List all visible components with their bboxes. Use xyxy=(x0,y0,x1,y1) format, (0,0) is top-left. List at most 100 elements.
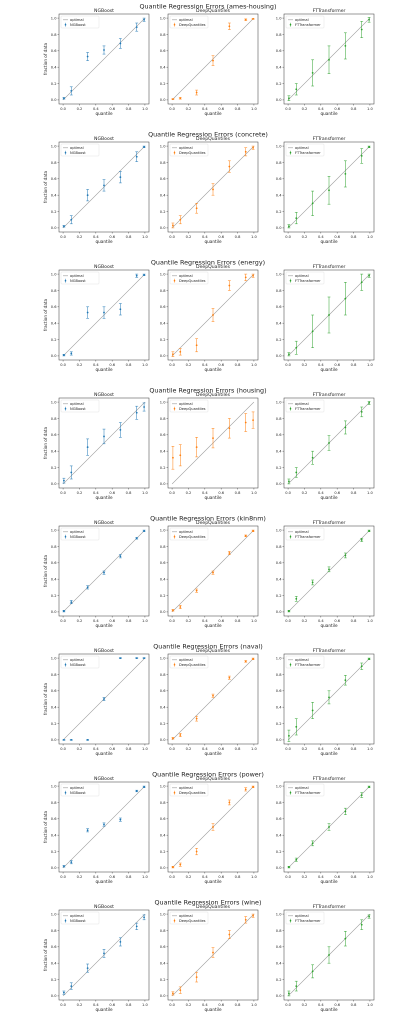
legend-label-series: FTTransformer xyxy=(295,151,321,155)
data-point xyxy=(288,866,290,868)
y-tick-label: 0.2 xyxy=(51,466,57,470)
x-tick-label: 1.0 xyxy=(367,1003,373,1007)
x-tick-label: 0.8 xyxy=(351,363,357,367)
data-point xyxy=(70,352,73,355)
x-tick-label: 0.0 xyxy=(169,619,175,623)
data-point xyxy=(228,676,231,679)
x-tick-label: 0.4 xyxy=(318,491,324,495)
legend-label-optimal: optimal xyxy=(295,658,309,662)
data-point xyxy=(244,276,247,279)
y-tick-label: 0.4 xyxy=(51,321,57,325)
x-tick-label: 1.0 xyxy=(142,491,148,495)
x-tick-label: 0.2 xyxy=(77,875,83,879)
legend-series-marker xyxy=(289,535,292,538)
y-tick-label: 0.2 xyxy=(51,594,57,598)
x-tick-label: 1.0 xyxy=(251,363,257,367)
legend-box xyxy=(285,15,325,29)
data-point xyxy=(228,284,231,287)
data-point xyxy=(195,717,198,720)
y-tick-label: 0.0 xyxy=(51,482,57,486)
data-point xyxy=(179,350,182,353)
y-tick-label: 0.8 xyxy=(276,673,282,677)
data-point xyxy=(119,657,122,659)
x-tick-label: 0.2 xyxy=(186,107,192,111)
subplot-deepquantiles: DeepQuantiles 0.0 0.2 0.4 0.6 0.8 1.0 0.0 0.2 0.4… xyxy=(160,8,259,116)
subplot-fttransformer: FTTransformer 0.0 0.2 0.4 0.6 0.8 1.0 0.0 0.2 0.4… xyxy=(276,392,375,500)
data-point xyxy=(288,610,290,612)
data-point xyxy=(179,606,182,608)
y-tick-label: 0.0 xyxy=(160,994,166,998)
x-tick-label: 0.4 xyxy=(318,1003,324,1007)
y-tick-label: 1.0 xyxy=(276,528,282,532)
axes-frame xyxy=(283,269,375,361)
data-point xyxy=(135,925,138,928)
subplot-title: NGBoost xyxy=(94,392,114,398)
data-point xyxy=(252,146,254,149)
subplot-deepquantiles: DeepQuantiles 0.0 0.2 0.4 0.6 0.8 1.0 0.0 0.2 0.4… xyxy=(160,136,259,244)
x-tick-label: 0.4 xyxy=(93,875,99,879)
figure-row-4: Quantile Regression Errors (kin8nm)NGBoo… xyxy=(43,515,375,628)
data-point xyxy=(70,90,73,92)
x-tick-label: 1.0 xyxy=(251,235,257,239)
legend-label-series: FTTransformer xyxy=(295,407,321,411)
axes-frame xyxy=(167,141,259,233)
y-tick-label: 0.8 xyxy=(160,417,166,421)
data-point xyxy=(368,530,370,532)
x-tick-label: 0.8 xyxy=(351,875,357,879)
data-point xyxy=(228,933,231,936)
y-tick-label: 0.4 xyxy=(160,193,166,197)
y-tick-label: 1.0 xyxy=(160,272,166,276)
data-point xyxy=(135,537,138,540)
legend-box xyxy=(169,143,209,157)
data-point xyxy=(360,794,363,796)
data-point xyxy=(288,734,290,737)
figure-title: Quantile Regression Errors (wine) xyxy=(155,899,262,907)
x-tick-label: 1.0 xyxy=(367,875,373,879)
x-tick-label: 0.8 xyxy=(126,235,132,239)
y-tick-label: 0.4 xyxy=(160,577,166,581)
data-point xyxy=(212,571,214,574)
legend-label-series: NGBoost xyxy=(70,919,86,923)
y-tick-label: 0.8 xyxy=(276,33,282,37)
data-point xyxy=(288,225,290,228)
y-tick-label: 0.2 xyxy=(276,850,282,854)
legend-series-marker xyxy=(173,279,176,282)
y-tick-label: 1.0 xyxy=(276,400,282,404)
data-point xyxy=(344,173,347,175)
subplot-title: FTTransformer xyxy=(313,648,346,654)
x-tick-label: 0.0 xyxy=(60,1003,66,1007)
legend-label-optimal: optimal xyxy=(295,402,309,406)
data-point xyxy=(195,207,198,210)
y-tick-label: 0.2 xyxy=(276,466,282,470)
legend-label-series: DeepQuantiles xyxy=(179,791,206,795)
x-tick-label: 1.0 xyxy=(251,1003,257,1007)
figure-row-1: Quantile Regression Errors (concrete)NGB… xyxy=(43,131,375,244)
figure-title: Quantile Regression Errors (naval) xyxy=(153,643,262,651)
x-axis-label: quantile xyxy=(204,879,222,884)
y-tick-label: 0.4 xyxy=(276,193,282,197)
x-tick-label: 0.6 xyxy=(334,363,340,367)
y-tick-label: 0.0 xyxy=(276,226,282,230)
legend-series-marker xyxy=(64,663,67,666)
x-tick-label: 0.0 xyxy=(60,107,66,111)
x-tick-label: 0.6 xyxy=(218,107,224,111)
data-point xyxy=(311,202,314,205)
data-point xyxy=(244,534,247,537)
y-tick-label: 0.8 xyxy=(276,545,282,549)
x-tick-label: 0.2 xyxy=(77,747,83,751)
x-tick-label: 0.2 xyxy=(186,491,192,495)
y-tick-label: 0.6 xyxy=(276,945,282,949)
y-tick-label: 0.8 xyxy=(276,161,282,165)
x-tick-label: 0.0 xyxy=(60,747,66,751)
y-tick-label: 0.4 xyxy=(160,833,166,837)
data-point xyxy=(86,311,89,314)
subplot-fttransformer: FTTransformer 0.0 0.2 0.4 0.6 0.8 1.0 0.0 0.2 0.4… xyxy=(276,136,375,244)
axes-frame xyxy=(283,653,375,745)
data-point xyxy=(103,952,105,955)
x-tick-label: 0.8 xyxy=(235,107,241,111)
data-point xyxy=(119,941,122,943)
x-axis-label: quantile xyxy=(204,111,222,116)
x-tick-label: 0.6 xyxy=(109,875,115,879)
subplot-title: FTTransformer xyxy=(313,264,346,270)
data-point xyxy=(368,18,370,21)
